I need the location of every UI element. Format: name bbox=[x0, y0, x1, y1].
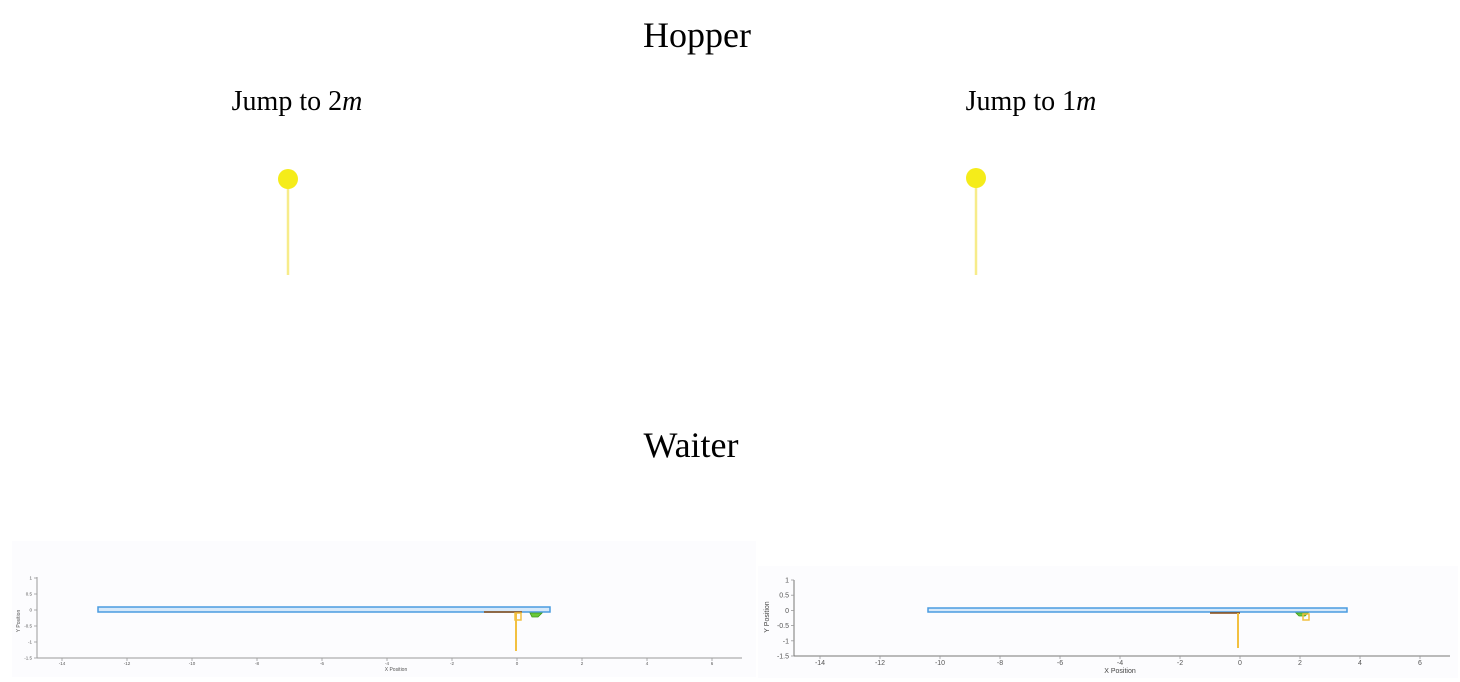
x-tick-label: -2 bbox=[1177, 660, 1183, 667]
y-tick-label: 0.5 bbox=[779, 593, 789, 600]
x-tick-label: -10 bbox=[935, 660, 945, 667]
waiter-tray bbox=[927, 607, 1348, 613]
x-tick-label: 4 bbox=[1358, 660, 1362, 667]
waiter-title: Waiter bbox=[643, 425, 739, 465]
label-unit: m bbox=[342, 86, 363, 117]
x-tick-label: -2 bbox=[450, 661, 454, 666]
y-tick-label: -0.5 bbox=[24, 624, 32, 629]
hopper-left-label: Jump to 2m bbox=[232, 86, 363, 118]
hopper-left-figure bbox=[278, 169, 298, 275]
x-tick-label: 0 bbox=[516, 661, 519, 666]
hopper-body bbox=[278, 169, 298, 189]
waiter-left-plot: 1 0.5 0 -0.5 -1 -1.5 -14 -12 -10 -8 -6 -4 -2 0 2 4 6 X … bbox=[16, 576, 742, 673]
y-tick-label: -0.5 bbox=[777, 623, 789, 630]
x-tick-label: -14 bbox=[815, 660, 825, 667]
right-axes bbox=[793, 580, 1450, 657]
x-tick-label: 6 bbox=[1418, 660, 1422, 667]
hopper-body bbox=[966, 168, 986, 188]
x-tick-label: 0 bbox=[1238, 660, 1242, 667]
x-tick-label: -4 bbox=[385, 661, 389, 666]
y-tick-label: 0 bbox=[785, 608, 789, 615]
y-tick-label: 1 bbox=[29, 576, 32, 581]
right-x-ticks: -14 -12 -10 -8 -6 -4 -2 0 2 4 6 bbox=[815, 656, 1422, 667]
y-tick-label: -1.5 bbox=[24, 656, 32, 661]
y-axis-label: Y Position bbox=[16, 610, 22, 633]
hopper-title: Hopper bbox=[643, 15, 751, 55]
left-axes bbox=[36, 577, 742, 659]
x-tick-label: 4 bbox=[646, 661, 649, 666]
waiter-right-plot: 1 0.5 0 -0.5 -1 -1.5 -14 -12 -10 -8 -6 -4 -2 0 2 4 6 X … bbox=[764, 577, 1450, 675]
x-tick-label: -6 bbox=[320, 661, 324, 666]
label-value: 1 bbox=[1062, 86, 1077, 117]
right-y-ticks: 1 0.5 0 -0.5 -1 -1.5 bbox=[777, 577, 794, 660]
x-tick-label: -4 bbox=[1117, 660, 1123, 667]
x-axis-label: X Position bbox=[1104, 668, 1136, 675]
y-tick-label: 0 bbox=[29, 608, 32, 613]
hopper-right-figure bbox=[966, 168, 986, 275]
label-prefix: Jump to bbox=[231, 86, 329, 117]
waiter-tray bbox=[97, 606, 551, 613]
x-tick-label: -14 bbox=[59, 661, 66, 666]
y-axis-label: Y Position bbox=[764, 601, 771, 632]
x-tick-label: -12 bbox=[124, 661, 131, 666]
x-axis-label: X Position bbox=[385, 667, 408, 673]
waiter-joint bbox=[1302, 613, 1310, 621]
waiter-right-plot-background bbox=[758, 566, 1458, 678]
x-tick-label: -6 bbox=[1057, 660, 1063, 667]
label-prefix: Jump to bbox=[965, 86, 1063, 117]
x-tick-label: -8 bbox=[997, 660, 1003, 667]
x-tick-label: 6 bbox=[711, 661, 714, 666]
x-tick-label: 2 bbox=[1298, 660, 1302, 667]
left-y-ticks: 1 0.5 0 -0.5 -1 -1.5 bbox=[24, 576, 37, 661]
waiter-joint bbox=[514, 612, 522, 621]
y-tick-label: 0.5 bbox=[26, 592, 33, 597]
y-tick-label: -1.5 bbox=[777, 653, 789, 660]
x-tick-label: 2 bbox=[581, 661, 584, 666]
waiter-cup bbox=[529, 612, 543, 618]
y-tick-label: -1 bbox=[28, 640, 32, 645]
x-tick-label: -10 bbox=[189, 661, 196, 666]
label-value: 2 bbox=[328, 86, 343, 117]
left-x-ticks: -14 -12 -10 -8 -6 -4 -2 0 2 4 6 bbox=[59, 658, 714, 666]
hopper-right-label: Jump to 1m bbox=[966, 86, 1097, 118]
x-tick-label: -12 bbox=[875, 660, 885, 667]
y-tick-label: 1 bbox=[785, 577, 789, 584]
x-tick-label: -8 bbox=[255, 661, 259, 666]
label-unit: m bbox=[1076, 86, 1097, 117]
y-tick-label: -1 bbox=[783, 638, 789, 645]
